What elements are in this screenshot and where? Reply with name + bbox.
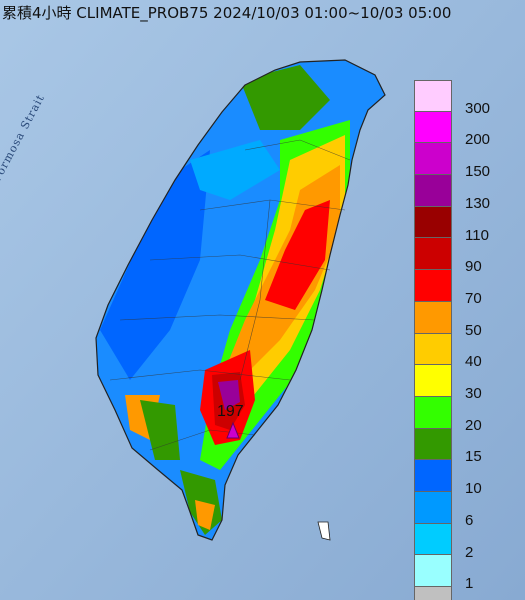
- legend-label: 6: [465, 511, 474, 529]
- peak-value-label: 197: [217, 403, 244, 420]
- legend-label: 1: [465, 575, 474, 593]
- legend-label: 90: [465, 258, 482, 276]
- legend-label: 130: [465, 194, 491, 212]
- legend-label: 2: [465, 543, 474, 561]
- legend-swatch: [414, 143, 452, 176]
- legend-swatch: [414, 206, 452, 239]
- legend-swatch: [414, 523, 452, 556]
- legend-label: 70: [465, 289, 482, 307]
- legend-swatch: [414, 238, 452, 271]
- legend-label: 30: [465, 385, 482, 402]
- legend-label: 110: [465, 226, 489, 244]
- legend-swatch: [414, 587, 452, 600]
- color-legend: [414, 80, 452, 600]
- legend-swatch: [414, 460, 452, 492]
- legend-swatch: [414, 80, 452, 112]
- green-island: [317, 521, 331, 541]
- legend-swatch: [414, 175, 452, 207]
- legend-label: 10: [465, 480, 482, 498]
- legend-swatch: [414, 333, 452, 366]
- map-title: 累積4小時 CLIMATE_PROB75 2024/10/03 01:00~10…: [2, 4, 452, 22]
- legend-label: 50: [465, 321, 482, 339]
- legend-label: 15: [465, 448, 482, 466]
- legend-swatch: [414, 111, 452, 144]
- legend-label: 150: [465, 163, 491, 181]
- county-boundaries: [109, 139, 351, 451]
- legend-label: 200: [465, 131, 491, 149]
- legend-swatch: [414, 555, 452, 587]
- legend-swatch: [414, 396, 452, 429]
- legend-swatch: [414, 301, 452, 334]
- legend-label: 20: [465, 416, 482, 434]
- legend-swatch: [414, 365, 452, 397]
- peak-marker-icon: [226, 421, 240, 439]
- legend-swatch: [414, 491, 452, 524]
- legend-swatch: [414, 270, 452, 302]
- island-coastline: [95, 59, 386, 541]
- legend-swatch: [414, 428, 452, 461]
- legend-label: 40: [465, 353, 482, 371]
- legend-label: 300: [465, 99, 491, 117]
